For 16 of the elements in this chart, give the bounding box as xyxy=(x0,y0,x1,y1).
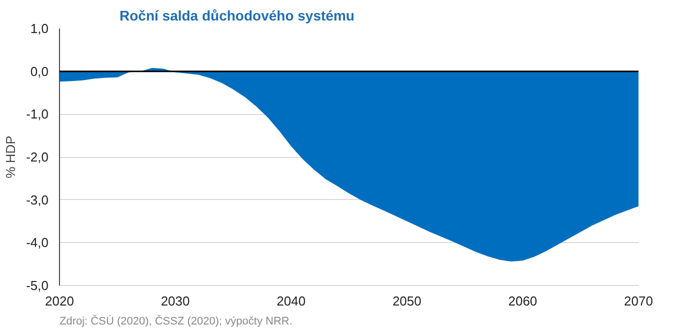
chart-title: Roční salda důchodového systému xyxy=(120,8,354,24)
text: Zdroj: ČSÚ (2020), ČSSZ (2020); výpočty NRR. xyxy=(60,314,292,328)
y-tick-label: -1,0 xyxy=(26,106,49,122)
y-tick-label: 0,0 xyxy=(30,64,49,79)
y-axis-title: % HDP xyxy=(3,136,18,178)
y-tick-label: -4,0 xyxy=(26,235,49,250)
y-tick-label: -3,0 xyxy=(26,192,49,208)
x-tick-label: 2030 xyxy=(160,294,190,308)
x-tick-label: 2040 xyxy=(276,294,306,308)
x-tick-label: 2050 xyxy=(392,294,422,308)
x-tick-label: 2060 xyxy=(508,294,538,308)
y-tick-label: -5,0 xyxy=(26,278,49,293)
y-tick-label: 1,0 xyxy=(30,21,49,36)
y-tick-label: -2,0 xyxy=(26,150,49,164)
x-tick-label: 2070 xyxy=(624,294,653,308)
x-tick-label: 2020 xyxy=(45,294,74,308)
